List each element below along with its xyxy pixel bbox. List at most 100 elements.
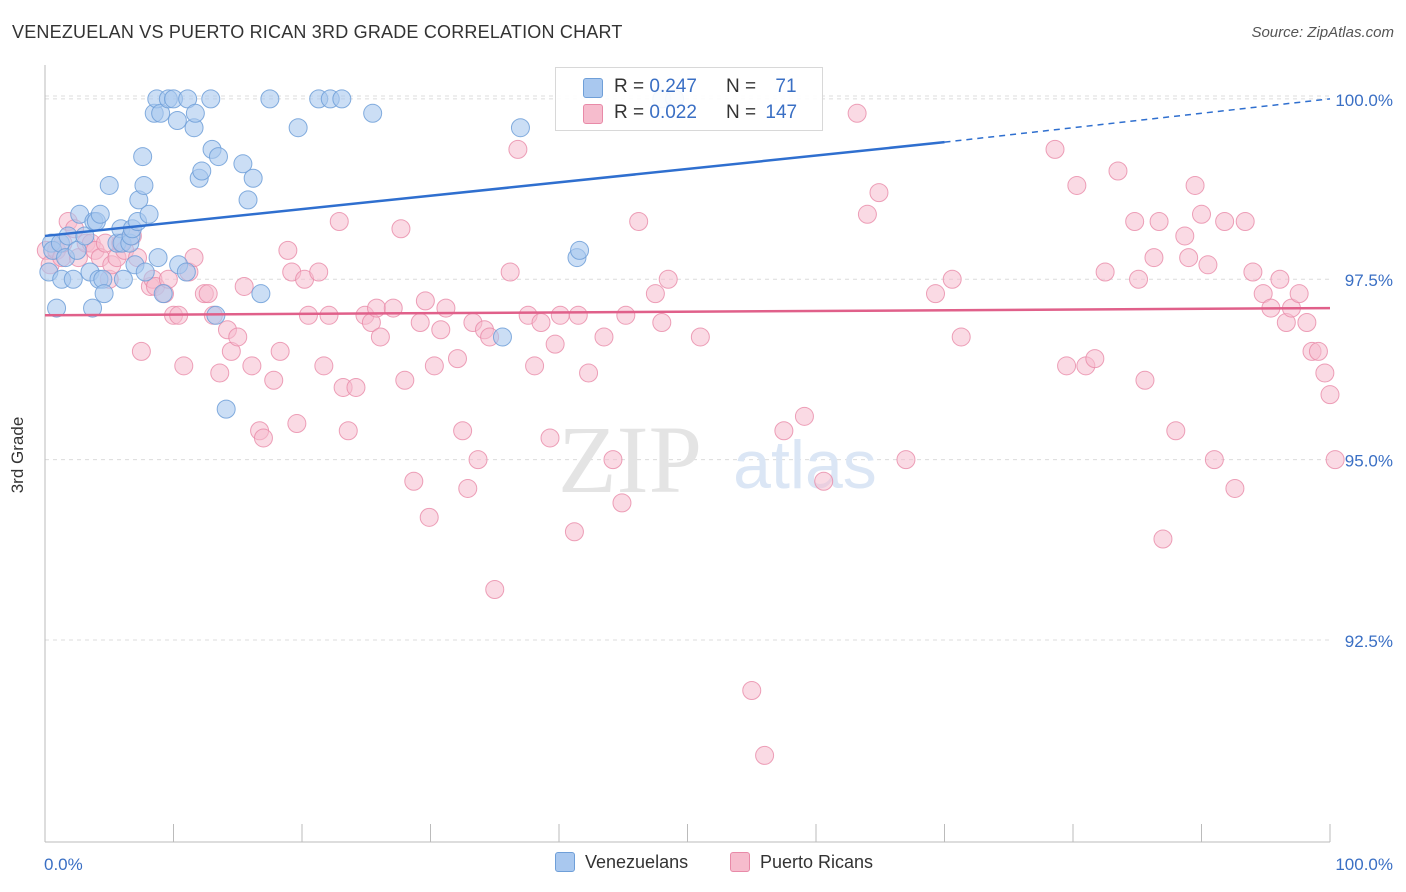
point-venezuelan [47, 298, 67, 318]
point-puerto-rican [338, 421, 358, 441]
point-puerto-rican [531, 313, 551, 333]
point-puerto-rican [645, 284, 665, 304]
point-puerto-rican [1315, 363, 1335, 383]
point-puerto-rican [485, 579, 505, 599]
point-puerto-rican [242, 356, 262, 376]
point-puerto-rican [210, 363, 230, 383]
legend-n-label: N = [726, 76, 762, 97]
point-venezuelan [153, 284, 173, 304]
trend-lines [44, 98, 1331, 317]
point-puerto-rican [1243, 262, 1263, 282]
point-puerto-rican [253, 428, 273, 448]
point-puerto-rican [198, 284, 218, 304]
point-puerto-rican [431, 320, 451, 340]
legend-r-value-pink: 0.022 [649, 102, 697, 123]
legend-item-venezuelans[interactable]: Venezuelans [555, 852, 688, 873]
point-venezuelan [94, 284, 114, 304]
point-puerto-rican [1235, 212, 1255, 232]
y-tick-label: 95.0% [1345, 452, 1393, 471]
point-puerto-rican [458, 478, 478, 498]
point-puerto-rican [1325, 450, 1345, 470]
point-puerto-rican [545, 334, 565, 354]
point-venezuelan [201, 89, 221, 109]
point-puerto-rican [603, 450, 623, 470]
legend-swatch-venezuelans [555, 852, 575, 872]
point-puerto-rican [1045, 139, 1065, 159]
point-puerto-rican [951, 327, 971, 347]
point-puerto-rican [298, 305, 318, 325]
point-puerto-rican [857, 204, 877, 224]
point-puerto-rican [564, 522, 584, 542]
watermark-zip: ZIP [558, 406, 702, 513]
point-puerto-rican [690, 327, 710, 347]
point-puerto-rican [329, 212, 349, 232]
point-puerto-rican [629, 212, 649, 232]
watermark-atlas: atlas [733, 427, 877, 503]
point-venezuelan [332, 89, 352, 109]
point-puerto-rican [579, 363, 599, 383]
point-puerto-rican [419, 507, 439, 527]
x-tick-label-min: 0.0% [44, 855, 83, 874]
point-venezuelan [260, 89, 280, 109]
point-puerto-rican [926, 284, 946, 304]
legend-r-label: R = [614, 102, 650, 123]
point-venezuelan [139, 204, 159, 224]
point-puerto-rican [1057, 356, 1077, 376]
point-puerto-rican [287, 414, 307, 434]
point-puerto-rican [896, 450, 916, 470]
point-venezuelan [233, 154, 253, 174]
point-venezuelan [510, 118, 530, 138]
point-puerto-rican [612, 493, 632, 513]
point-venezuelan [113, 269, 133, 289]
series-legend: Venezuelans Puerto Ricans [0, 852, 1406, 878]
point-puerto-rican [1185, 175, 1205, 195]
legend-item-puerto-ricans[interactable]: Puerto Ricans [730, 852, 873, 873]
point-puerto-rican [234, 276, 254, 296]
trend-line-venezuelans-extension [944, 98, 1331, 143]
point-puerto-rican [550, 305, 570, 325]
point-venezuelan [99, 175, 119, 195]
point-puerto-rican [847, 103, 867, 123]
point-venezuelan [216, 399, 236, 419]
point-puerto-rican [1067, 175, 1087, 195]
point-puerto-rican [1129, 269, 1149, 289]
point-venezuelan [288, 118, 308, 138]
point-puerto-rican [1175, 226, 1195, 246]
source-label: Source: ZipAtlas.com [1251, 24, 1394, 41]
point-venezuelan [135, 262, 155, 282]
chart-title: VENEZUELAN VS PUERTO RICAN 3RD GRADE COR… [12, 22, 623, 42]
point-puerto-rican [1153, 529, 1173, 549]
point-puerto-rican [774, 421, 794, 441]
point-puerto-rican [1144, 248, 1164, 268]
point-puerto-rican [525, 356, 545, 376]
point-venezuelan [492, 327, 512, 347]
point-venezuelan [63, 269, 83, 289]
point-puerto-rican [1108, 161, 1128, 181]
point-puerto-rican [616, 305, 636, 325]
point-venezuelan [83, 298, 103, 318]
point-puerto-rican [742, 680, 762, 700]
point-venezuelan [251, 284, 271, 304]
legend-r-value-blue: 0.247 [649, 76, 697, 97]
legend-label-venezuelans: Venezuelans [585, 852, 689, 872]
point-puerto-rican [410, 313, 430, 333]
point-puerto-rican [540, 428, 560, 448]
point-venezuelan [134, 175, 154, 195]
point-puerto-rican [1149, 212, 1169, 232]
point-puerto-rican [1289, 284, 1309, 304]
point-venezuelan [133, 147, 153, 167]
point-puerto-rican [174, 356, 194, 376]
point-venezuelan [192, 161, 212, 181]
point-puerto-rican [1204, 450, 1224, 470]
point-puerto-rican [814, 471, 834, 491]
point-puerto-rican [391, 219, 411, 239]
legend-r-label: R = [614, 76, 650, 97]
point-puerto-rican [1135, 370, 1155, 390]
y-tick-label: 92.5% [1345, 632, 1393, 651]
point-puerto-rican [1125, 212, 1145, 232]
correlation-legend: R = 0.247 N = 71 R = 0.022 N = 147 [555, 67, 823, 131]
point-puerto-rican [415, 291, 435, 311]
point-puerto-rican [1095, 262, 1115, 282]
point-puerto-rican [794, 406, 814, 426]
